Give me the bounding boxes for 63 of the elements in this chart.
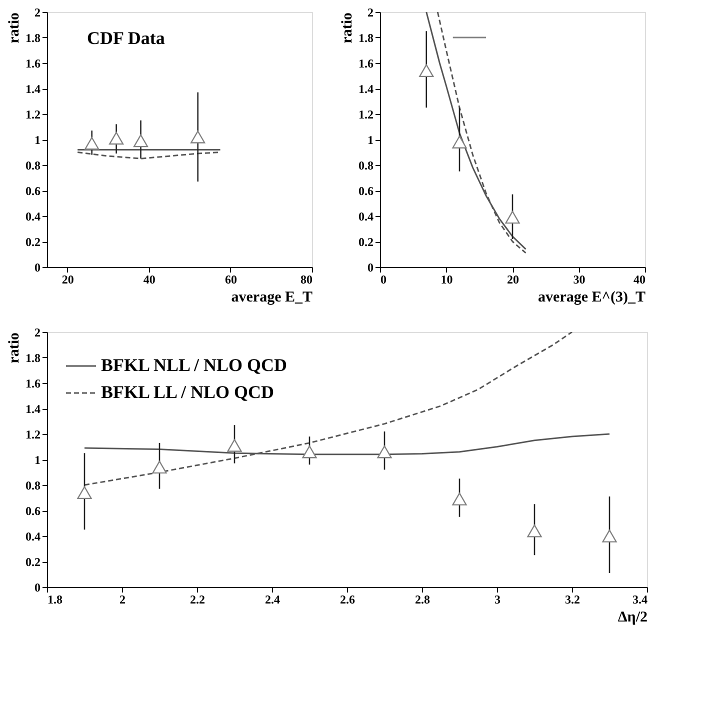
y-tick-label: 0	[368, 260, 374, 274]
y-tick-label: 2	[34, 326, 40, 340]
x-tick-label: 2.6	[340, 592, 355, 606]
x-tick-label: 2.2	[190, 592, 205, 606]
y-tick-label: 0.2	[358, 235, 374, 249]
y-axis-title: ratio	[6, 12, 22, 44]
point	[505, 210, 520, 224]
y-tick-label: 1.8	[26, 31, 40, 45]
y-tick-label: 0.4	[358, 210, 374, 224]
x-tick-label: 40	[143, 272, 156, 286]
y-tick-label: 1.4	[26, 82, 40, 96]
x-tick-label: 3	[494, 592, 500, 606]
y-tick-label: 0.8	[26, 478, 40, 492]
y-axis-title: ratio	[340, 12, 356, 44]
y-tick-label: 1.2	[26, 108, 40, 122]
y-tick-label: 0.4	[26, 210, 40, 224]
x-tick-label: 0	[380, 272, 386, 286]
x-tick-label: 20	[507, 272, 519, 286]
x-tick-label: 1.8	[48, 592, 62, 606]
y-tick-label: 0.2	[26, 235, 40, 249]
legend-label: BFKL NLL / NLO QCD	[101, 355, 288, 375]
y-tick-label: 0	[34, 580, 40, 594]
x-tick-label: 10	[440, 272, 453, 286]
y-tick-label: 0	[34, 260, 40, 274]
y-tick-label: 0.6	[358, 184, 374, 198]
y-tick-label: 2	[34, 6, 40, 20]
x-tick-label: 40	[634, 272, 646, 286]
y-tick-label: 1.6	[358, 56, 374, 70]
y-tick-label: 0.8	[26, 158, 40, 172]
x-tick-label: 20	[62, 272, 74, 286]
point	[452, 136, 467, 148]
y-tick-label: 1.4	[358, 82, 374, 96]
y-tick-label: 1	[34, 133, 40, 147]
y-tick-label: 1.8	[358, 31, 374, 45]
y-tick-label: 1.2	[358, 108, 374, 122]
x-axis-title: Δη/2	[618, 610, 648, 626]
x-tick-label: 3.4	[632, 592, 648, 606]
y-tick-label: 0.4	[26, 530, 40, 544]
x-axis-title: average E^(3)_T	[538, 290, 646, 306]
y-tick-label: 0.2	[26, 555, 40, 569]
x-tick-label: 60	[224, 272, 237, 286]
y-tick-label: 1.4	[26, 402, 40, 416]
y-tick-label: 1.6	[26, 56, 40, 70]
y-tick-label: 1.6	[26, 376, 40, 390]
x-tick-label: 30	[573, 272, 586, 286]
y-tick-label: 0.8	[358, 158, 374, 172]
y-tick-label: 1	[34, 453, 40, 467]
y-axis-title: ratio	[6, 332, 22, 364]
y-tick-label: 1.8	[26, 351, 40, 365]
x-tick-label: 80	[300, 272, 312, 286]
point	[419, 64, 434, 78]
x-tick-label: 2	[120, 592, 126, 606]
text: CDF Data	[87, 28, 165, 48]
x-axis-title: average E_T	[231, 290, 312, 306]
x-tick-label: 3.2	[565, 592, 580, 606]
x-tick-label: 2.4	[265, 592, 280, 606]
y-tick-label: 0.6	[26, 504, 40, 518]
y-tick-label: 0.6	[26, 184, 40, 198]
legend-label: BFKL LL / NLO QCD	[101, 382, 274, 402]
y-tick-label: 1	[368, 133, 374, 147]
x-tick-label: 2.8	[415, 592, 430, 606]
y-tick-label: 2	[368, 6, 374, 20]
y-tick-label: 1.2	[26, 428, 40, 442]
